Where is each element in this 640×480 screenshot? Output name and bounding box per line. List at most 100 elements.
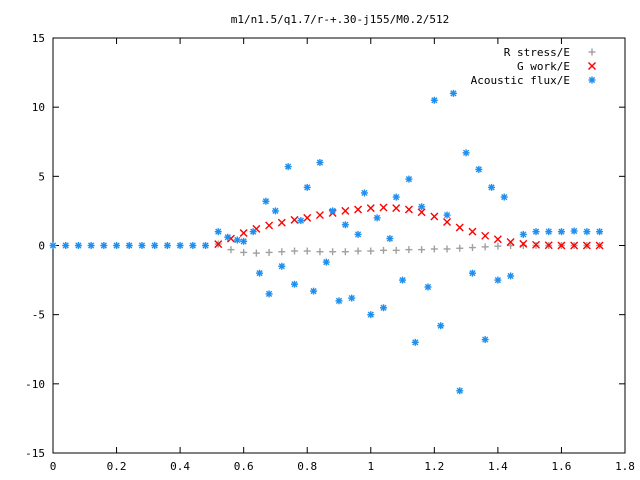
data-point (532, 240, 541, 249)
data-point (373, 214, 381, 222)
data-point (265, 248, 273, 256)
data-point (379, 203, 388, 212)
data-point (303, 247, 311, 255)
data-point (113, 242, 121, 249)
x-tick-label: 1 (367, 460, 374, 473)
data-point (367, 247, 375, 255)
x-tick-label: 0 (50, 460, 57, 473)
data-point (125, 242, 133, 249)
legend-marker (588, 62, 596, 70)
data-point (379, 304, 387, 312)
legend-label: R stress/E (504, 46, 570, 59)
x-tick-label: 0.4 (170, 460, 190, 473)
data-point (507, 242, 515, 249)
x-tick-label: 0.8 (297, 460, 317, 473)
data-point (329, 248, 337, 256)
data-point (494, 242, 502, 250)
data-point (278, 248, 286, 256)
data-point (233, 236, 241, 244)
y-tick-label: 10 (32, 101, 45, 114)
data-point (405, 175, 413, 183)
data-point (367, 311, 375, 319)
data-point (224, 233, 232, 241)
x-tick-label: 1.2 (424, 460, 444, 473)
data-point (443, 245, 451, 253)
data-point (341, 248, 349, 256)
data-point (239, 229, 248, 238)
data-point (341, 221, 349, 229)
data-point (316, 248, 324, 256)
data-point (252, 249, 260, 257)
data-point (462, 149, 470, 157)
data-point (596, 228, 604, 236)
series-0 (214, 240, 604, 257)
data-point (277, 218, 286, 227)
data-point (424, 283, 432, 291)
x-tick-label: 1.4 (488, 460, 508, 473)
data-point (468, 269, 476, 277)
data-point (265, 221, 274, 230)
data-point (74, 242, 82, 249)
data-point (455, 223, 464, 232)
data-point (557, 241, 566, 250)
data-point (240, 248, 248, 256)
data-point (348, 294, 356, 302)
x-tick-label: 1.8 (615, 460, 635, 473)
data-point (392, 204, 401, 213)
data-point (437, 322, 445, 330)
data-point (493, 235, 502, 244)
data-point (468, 227, 477, 236)
data-point (519, 230, 527, 238)
data-point (138, 242, 146, 249)
data-point (417, 208, 426, 217)
data-point (240, 237, 248, 245)
y-tick-label: 5 (38, 170, 45, 183)
data-point (163, 242, 171, 249)
data-point (449, 89, 457, 97)
data-point (265, 290, 273, 298)
data-point (354, 230, 362, 238)
data-point (366, 204, 375, 213)
data-point (507, 272, 515, 280)
data-point (456, 387, 464, 395)
data-point (303, 213, 312, 222)
data-point (249, 228, 257, 236)
chart-title: m1/n1.5/q1.7/r-+.30-j155/M0.2/512 (231, 13, 450, 26)
data-point (297, 217, 305, 225)
data-point (262, 197, 270, 205)
data-point (354, 205, 363, 214)
data-point (227, 246, 235, 254)
data-point (341, 206, 350, 215)
data-point (418, 203, 426, 211)
data-point (316, 159, 324, 166)
legend-marker (588, 76, 596, 84)
data-point (582, 241, 591, 250)
data-point (49, 242, 57, 249)
data-point (271, 207, 279, 215)
data-point (468, 244, 476, 252)
legend-marker (588, 48, 596, 56)
data-point (290, 215, 299, 224)
series-2 (49, 89, 604, 395)
data-point (488, 183, 496, 191)
y-tick-label: 0 (38, 240, 45, 253)
data-point (430, 96, 438, 104)
data-point (278, 262, 286, 270)
y-tick-label: -15 (25, 447, 45, 460)
data-point (404, 205, 413, 214)
data-point (494, 276, 502, 284)
data-point (100, 242, 108, 249)
data-point (379, 246, 387, 254)
data-point (456, 244, 464, 252)
data-point (315, 211, 324, 220)
data-point (87, 242, 95, 249)
data-point (418, 246, 426, 254)
data-point (310, 287, 318, 295)
x-tick-label: 1.6 (552, 460, 572, 473)
x-tick-label: 0.2 (107, 460, 127, 473)
data-point (214, 228, 222, 236)
data-point (595, 241, 604, 250)
data-point (354, 247, 362, 255)
data-point (475, 165, 483, 173)
x-tick-label: 0.6 (234, 460, 254, 473)
